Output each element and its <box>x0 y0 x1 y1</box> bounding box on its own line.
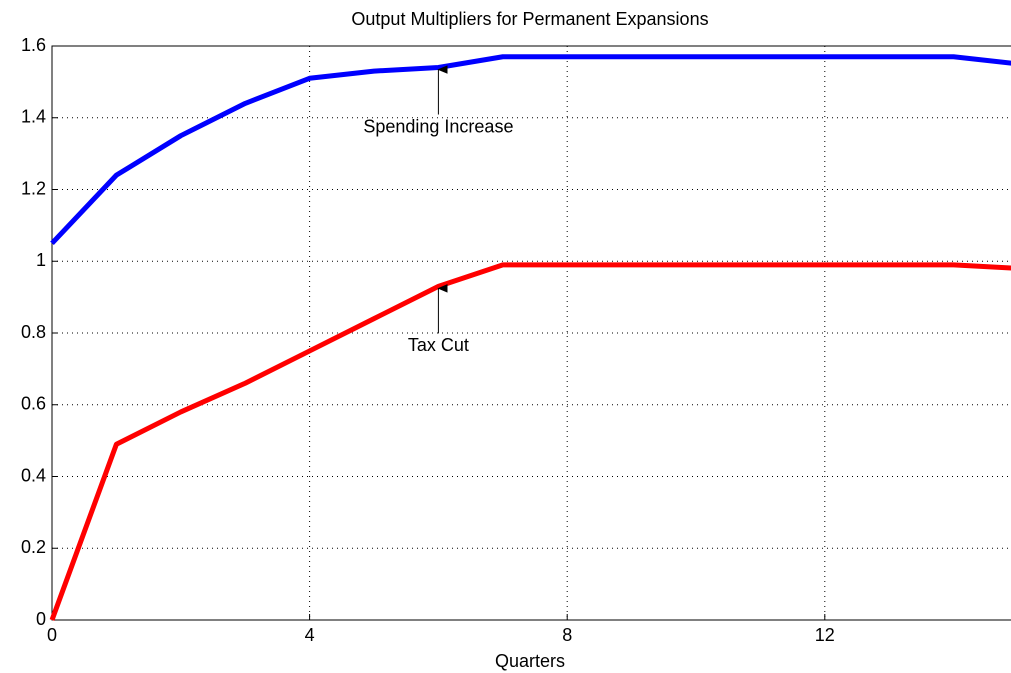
series-line <box>49 262 1011 621</box>
x-tick-label: 8 <box>562 625 572 645</box>
y-tick-label: 0.2 <box>21 537 46 557</box>
y-tick-label: 0 <box>36 609 46 629</box>
y-tick-label: 0.4 <box>21 465 46 485</box>
series-line <box>50 54 1011 246</box>
x-axis-label: Quarters <box>495 651 565 671</box>
y-tick-label: 1 <box>36 250 46 270</box>
x-tick-label: 12 <box>815 625 835 645</box>
x-tick-label: 0 <box>47 625 57 645</box>
y-tick-label: 1.2 <box>21 178 46 198</box>
y-tick-label: 1.6 <box>21 35 46 55</box>
y-tick-label: 0.6 <box>21 394 46 414</box>
y-tick-label: 1.4 <box>21 107 46 127</box>
plot-frame <box>51 45 1011 621</box>
annotation: Tax Cut <box>408 335 469 355</box>
chart-title: Output Multipliers for Permanent Expansi… <box>351 9 708 29</box>
annotation: Spending Increase <box>363 116 513 136</box>
y-tick-label: 0.8 <box>21 322 46 342</box>
x-tick-label: 4 <box>305 625 315 645</box>
